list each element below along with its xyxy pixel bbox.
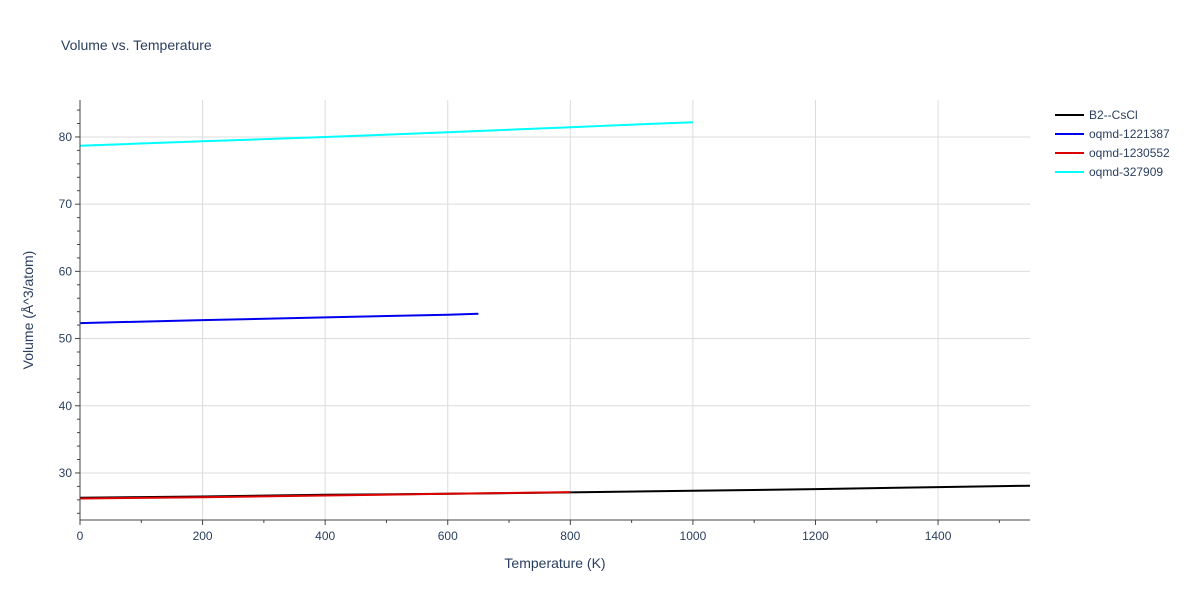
x-tick-label: 200 <box>193 529 213 543</box>
x-tick-label: 1400 <box>925 529 952 543</box>
legend-label-oqmd-327909: oqmd-327909 <box>1089 165 1163 179</box>
x-tick-label: 400 <box>315 529 335 543</box>
x-axis-title: Temperature (K) <box>504 555 605 571</box>
grid <box>80 100 1030 520</box>
y-axis-title: Volume (Å^3/atom) <box>20 251 36 370</box>
series-lines <box>79 121 1031 500</box>
axes: 0 200 400 600 800 1000 1200 1400 30 40 50 60 70 80 <box>59 100 1030 543</box>
legend: B2--CsCl oqmd-1221387 oqmd-1230552 oqmd-327… <box>1055 108 1170 179</box>
y-tick-label: 60 <box>59 264 73 278</box>
series-line-oqmd-1230552 <box>79 491 571 500</box>
x-tick-label: 600 <box>438 529 458 543</box>
x-tick-label: 1200 <box>802 529 829 543</box>
series-line-oqmd-1221387 <box>79 312 479 325</box>
legend-label-b2-cscl: B2--CsCl <box>1089 108 1138 122</box>
x-tick-label: 0 <box>77 529 84 543</box>
y-tick-label: 40 <box>59 399 73 413</box>
y-tick-label: 70 <box>59 197 73 211</box>
chart-title: Volume vs. Temperature <box>61 37 212 53</box>
x-tick-label: 800 <box>560 529 580 543</box>
legend-label-oqmd-1230552: oqmd-1230552 <box>1089 146 1170 160</box>
y-tick-label: 30 <box>59 466 73 480</box>
y-tick-label: 50 <box>59 332 73 346</box>
x-tick-label: 1000 <box>680 529 707 543</box>
legend-label-oqmd-1221387: oqmd-1221387 <box>1089 127 1170 141</box>
y-tick-label: 80 <box>59 130 73 144</box>
series-line-oqmd-327909 <box>79 121 693 147</box>
